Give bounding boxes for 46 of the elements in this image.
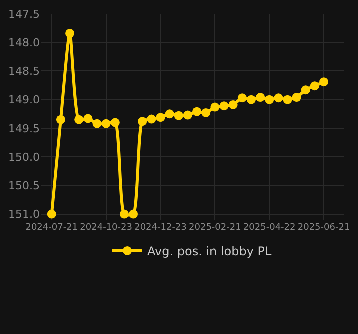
x-tick-label: 2024-12-23 bbox=[134, 223, 187, 233]
point bbox=[47, 210, 56, 219]
point bbox=[192, 107, 202, 116]
point bbox=[174, 111, 184, 120]
point bbox=[228, 100, 238, 110]
point bbox=[183, 110, 192, 120]
point bbox=[210, 102, 220, 112]
point bbox=[274, 94, 284, 103]
y-tick-label: 151.0 bbox=[8, 208, 40, 222]
point bbox=[256, 93, 266, 102]
y-tick-label: 150.5 bbox=[8, 180, 40, 193]
point bbox=[320, 78, 329, 87]
point bbox=[120, 210, 129, 219]
point bbox=[220, 102, 229, 111]
legend-label: Avg. pos. in lobby PL bbox=[148, 244, 272, 259]
point bbox=[147, 114, 156, 124]
point bbox=[110, 118, 120, 128]
x-tick-label: 2024-07-21 bbox=[26, 223, 78, 233]
point bbox=[292, 93, 302, 102]
point bbox=[92, 119, 102, 128]
x-tick-label: 2024-10-23 bbox=[80, 223, 132, 233]
point bbox=[102, 119, 111, 128]
y-tick-label: 148.0 bbox=[8, 36, 40, 50]
x-tick-label: 2025-02-21 bbox=[189, 223, 242, 233]
point bbox=[129, 210, 138, 219]
point bbox=[202, 108, 211, 118]
point bbox=[265, 95, 274, 104]
y-tick-label: 149.0 bbox=[8, 94, 40, 107]
point bbox=[156, 113, 166, 122]
point bbox=[84, 114, 93, 124]
point bbox=[66, 28, 75, 38]
point bbox=[310, 82, 320, 91]
point bbox=[138, 117, 148, 126]
x-tick-label: 2025-04-22 bbox=[243, 223, 296, 233]
point bbox=[301, 86, 310, 95]
point bbox=[238, 94, 247, 103]
y-tick-label: 147.5 bbox=[8, 8, 40, 21]
point bbox=[165, 110, 174, 119]
y-tick-label: 150.0 bbox=[8, 150, 40, 164]
y-tick-label: 148.5 bbox=[8, 65, 40, 78]
point bbox=[283, 95, 292, 104]
point bbox=[74, 115, 84, 124]
point bbox=[246, 95, 256, 104]
y-tick-label: 149.5 bbox=[8, 122, 40, 136]
x-tick-label: 2025-06-21 bbox=[298, 223, 350, 233]
point bbox=[56, 115, 66, 124]
